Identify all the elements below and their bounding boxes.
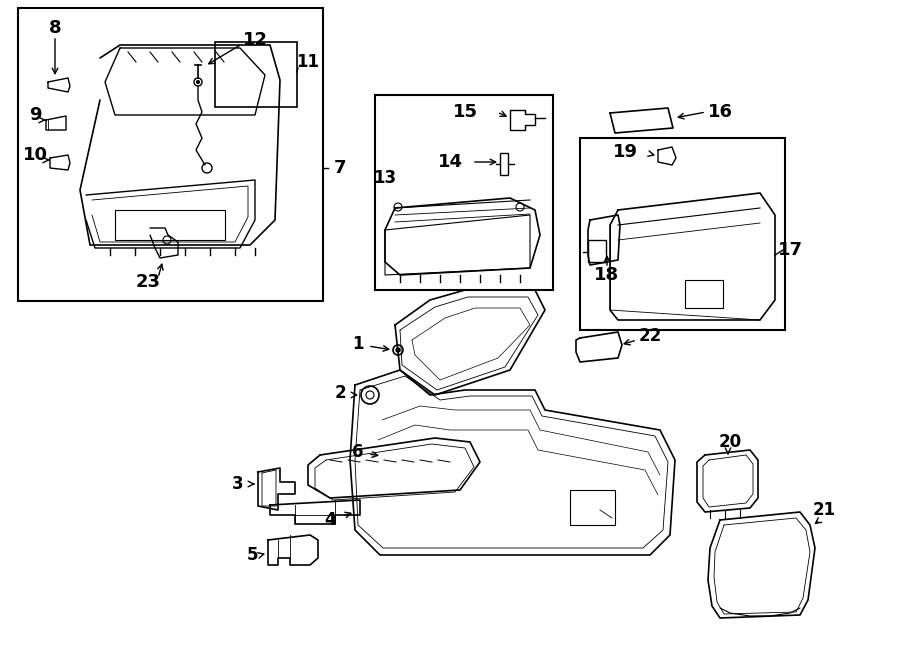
Text: 2: 2 <box>334 384 346 402</box>
Text: 19: 19 <box>613 143 637 161</box>
Bar <box>18 8 323 301</box>
Text: 6: 6 <box>352 443 364 461</box>
Bar <box>375 95 553 290</box>
Text: 14: 14 <box>437 153 463 171</box>
Bar <box>570 490 615 525</box>
Text: 17: 17 <box>778 241 803 259</box>
Text: 3: 3 <box>232 475 244 493</box>
Text: 13: 13 <box>374 169 397 187</box>
Bar <box>500 153 508 175</box>
Bar <box>685 280 723 308</box>
Text: 10: 10 <box>22 146 48 164</box>
Text: 9: 9 <box>29 106 41 124</box>
Text: 18: 18 <box>594 266 619 284</box>
Text: 16: 16 <box>707 103 733 121</box>
Bar <box>580 138 785 330</box>
Circle shape <box>396 348 400 352</box>
Text: 5: 5 <box>247 546 257 564</box>
Bar <box>588 240 606 262</box>
Text: 20: 20 <box>718 433 742 451</box>
Text: 22: 22 <box>638 327 662 345</box>
Text: 11: 11 <box>296 53 320 71</box>
Text: 8: 8 <box>49 19 61 37</box>
Text: 7: 7 <box>334 159 346 177</box>
Text: 21: 21 <box>813 501 835 519</box>
Text: 4: 4 <box>324 511 336 529</box>
Text: 12: 12 <box>242 31 267 49</box>
Circle shape <box>196 81 200 83</box>
Text: 1: 1 <box>352 335 364 353</box>
Text: 23: 23 <box>136 273 160 291</box>
Text: 15: 15 <box>453 103 478 121</box>
Bar <box>215 42 297 107</box>
Bar <box>115 210 225 240</box>
